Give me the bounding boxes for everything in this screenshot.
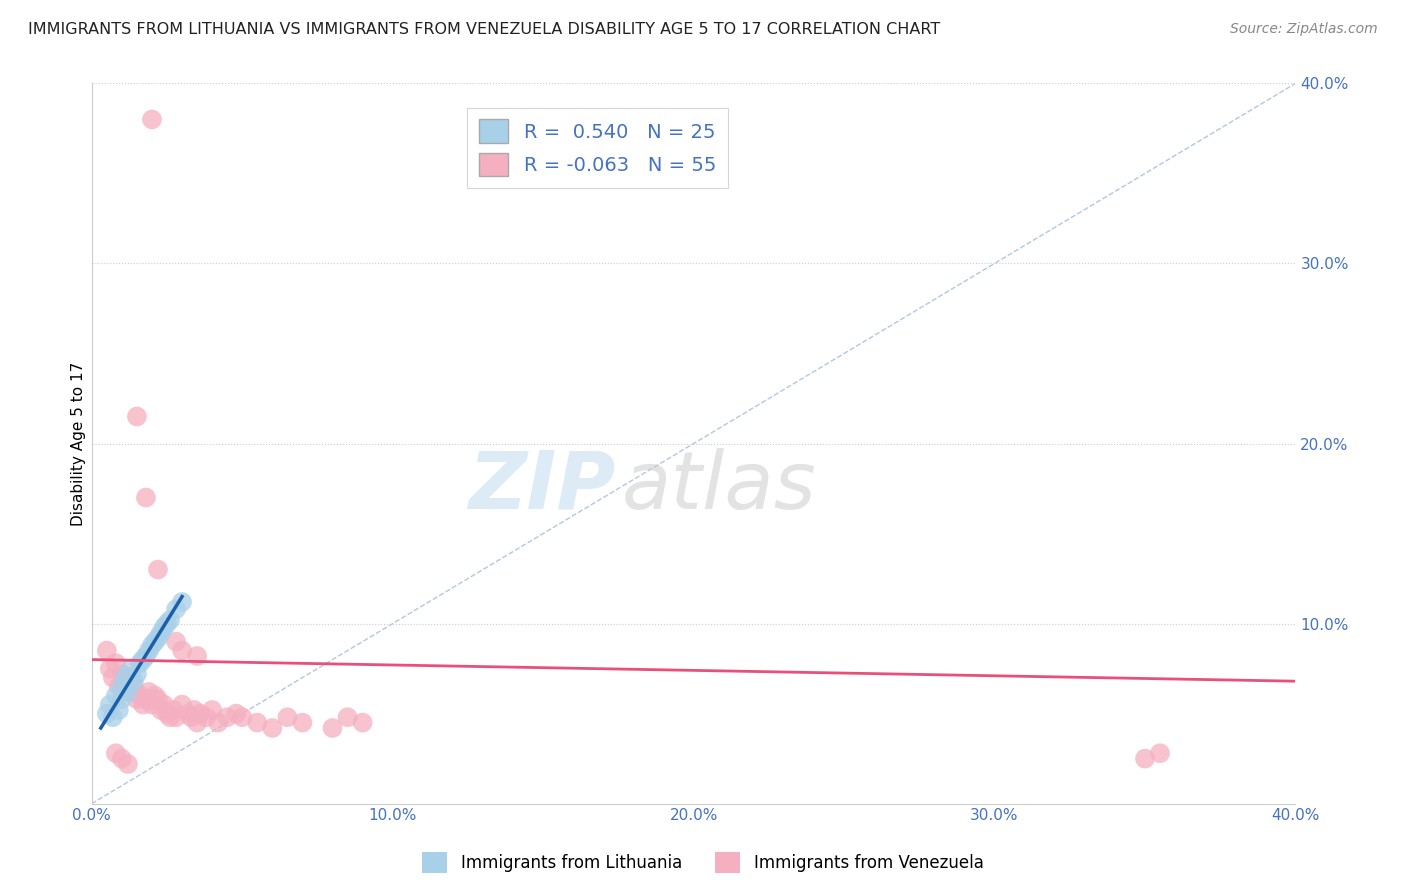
- Point: [96, 643, 118, 657]
- Point: [170, 698, 193, 712]
- Point: [129, 656, 152, 670]
- Point: [117, 757, 139, 772]
- Point: [150, 703, 173, 717]
- Point: [135, 491, 157, 505]
- Point: [98, 662, 121, 676]
- Point: [225, 706, 247, 721]
- Point: [141, 112, 163, 127]
- Point: [111, 680, 134, 694]
- Point: [146, 631, 169, 645]
- Point: [143, 689, 166, 703]
- Point: [125, 692, 148, 706]
- Text: Source: ZipAtlas.com: Source: ZipAtlas.com: [1230, 22, 1378, 37]
- Point: [108, 680, 131, 694]
- Point: [104, 746, 127, 760]
- Y-axis label: Disability Age 5 to 17: Disability Age 5 to 17: [72, 361, 86, 525]
- Point: [156, 706, 179, 721]
- Point: [120, 671, 142, 685]
- Point: [336, 710, 359, 724]
- Point: [114, 671, 136, 685]
- Point: [132, 652, 155, 666]
- Point: [101, 671, 124, 685]
- Point: [1133, 751, 1156, 765]
- Point: [1149, 746, 1171, 760]
- Point: [111, 751, 134, 765]
- Point: [177, 706, 200, 721]
- Legend: R =  0.540   N = 25, R = -0.063   N = 55: R = 0.540 N = 25, R = -0.063 N = 55: [467, 108, 727, 188]
- Text: atlas: atlas: [621, 448, 815, 525]
- Point: [156, 616, 179, 631]
- Point: [146, 692, 169, 706]
- Point: [159, 710, 181, 724]
- Point: [165, 634, 187, 648]
- Point: [114, 674, 136, 689]
- Text: IMMIGRANTS FROM LITHUANIA VS IMMIGRANTS FROM VENEZUELA DISABILITY AGE 5 TO 17 CO: IMMIGRANTS FROM LITHUANIA VS IMMIGRANTS …: [28, 22, 941, 37]
- Point: [186, 648, 208, 663]
- Point: [159, 613, 181, 627]
- Point: [165, 710, 187, 724]
- Point: [98, 698, 121, 712]
- Point: [138, 685, 160, 699]
- Point: [104, 689, 127, 703]
- Point: [129, 689, 152, 703]
- Point: [183, 703, 205, 717]
- Point: [246, 715, 269, 730]
- Point: [201, 703, 224, 717]
- Point: [153, 620, 176, 634]
- Point: [111, 667, 134, 681]
- Point: [125, 667, 148, 681]
- Point: [188, 706, 211, 721]
- Point: [146, 563, 169, 577]
- Point: [141, 698, 163, 712]
- Point: [170, 595, 193, 609]
- Text: ZIP: ZIP: [468, 448, 616, 525]
- Point: [135, 648, 157, 663]
- Point: [195, 710, 218, 724]
- Point: [101, 710, 124, 724]
- Point: [322, 721, 344, 735]
- Point: [231, 710, 253, 724]
- Point: [122, 680, 145, 694]
- Point: [180, 710, 202, 724]
- Point: [117, 685, 139, 699]
- Point: [153, 698, 176, 712]
- Point: [135, 692, 157, 706]
- Point: [262, 721, 284, 735]
- Point: [104, 656, 127, 670]
- Point: [120, 662, 142, 676]
- Point: [207, 715, 229, 730]
- Point: [291, 715, 314, 730]
- Point: [138, 643, 160, 657]
- Point: [352, 715, 374, 730]
- Legend: Immigrants from Lithuania, Immigrants from Venezuela: Immigrants from Lithuania, Immigrants fr…: [416, 846, 990, 880]
- Point: [165, 602, 187, 616]
- Point: [117, 685, 139, 699]
- Point: [111, 692, 134, 706]
- Point: [276, 710, 298, 724]
- Point: [108, 703, 131, 717]
- Point: [122, 674, 145, 689]
- Point: [217, 710, 239, 724]
- Point: [141, 638, 163, 652]
- Point: [170, 643, 193, 657]
- Point: [132, 698, 155, 712]
- Point: [143, 634, 166, 648]
- Point: [96, 706, 118, 721]
- Point: [150, 625, 173, 640]
- Point: [125, 409, 148, 424]
- Point: [162, 703, 184, 717]
- Point: [186, 715, 208, 730]
